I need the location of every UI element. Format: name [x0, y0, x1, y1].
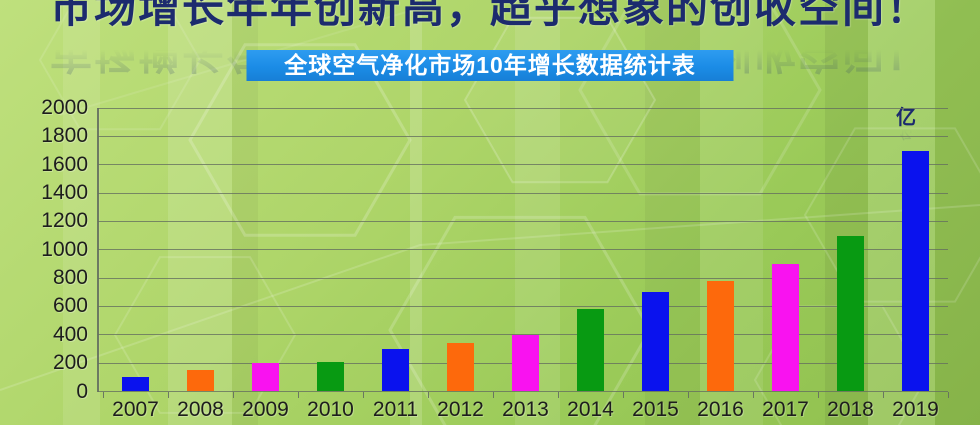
x-axis-tick-1: [168, 391, 169, 398]
x-axis-label-2018: 2018: [827, 398, 874, 421]
bar-2016: [707, 280, 734, 392]
bar-2014: [577, 309, 604, 392]
x-axis-tick-9: [688, 391, 689, 398]
x-axis-label-2008: 2008: [177, 398, 224, 421]
headline-text: 市场增长年年创新高，超乎想象的创收空间！: [49, 0, 930, 31]
x-axis-label-2007: 2007: [112, 398, 159, 421]
y-axis-label-1400: 1400: [41, 181, 88, 205]
x-axis-label-2019: 2019: [892, 398, 939, 421]
y-axis-label-1200: 1200: [41, 209, 88, 233]
x-axis-label-2012: 2012: [437, 398, 484, 421]
x-axis-label-2014: 2014: [567, 398, 614, 421]
x-axis-tick-12: [883, 391, 884, 398]
chart-banner: 全球空气净化市场10年增长数据统计表: [246, 50, 734, 81]
x-axis-label-2009: 2009: [242, 398, 289, 421]
y-axis-label-2000: 2000: [41, 96, 88, 119]
x-axis-label-2017: 2017: [762, 398, 809, 421]
x-axis-tick-3: [298, 391, 299, 398]
headline: 市场增长年年创新高，超乎想象的创收空间！ 市场增长年年创新高，超乎想象的创收空间…: [0, 0, 980, 76]
y-axis-label-1000: 1000: [41, 237, 88, 261]
y-axis-label-0: 0: [76, 379, 88, 403]
x-axis-tick-11: [818, 391, 819, 398]
x-axis-tick-7: [558, 391, 559, 398]
gridline-1200: [98, 220, 948, 222]
gridline-0: [98, 391, 948, 392]
x-axis-tick-2: [233, 391, 234, 398]
bar-2012: [447, 343, 474, 392]
x-axis-label-2016: 2016: [697, 398, 744, 421]
x-axis-label-2013: 2013: [502, 398, 549, 421]
x-axis-tick-10: [753, 391, 754, 398]
x-axis-label-2011: 2011: [372, 398, 419, 421]
bar-2019: [902, 150, 929, 392]
unit-text: 亿: [896, 107, 916, 129]
gridline-200: [98, 362, 948, 364]
x-axis-tick-0: [103, 391, 104, 398]
x-axis-tick-4: [363, 391, 364, 398]
x-axis-tick-6: [493, 391, 494, 398]
gridline-1400: [98, 192, 948, 194]
bar-2007: [122, 377, 149, 392]
bar-2015: [642, 292, 669, 392]
y-axis-label-200: 200: [52, 351, 88, 375]
unit-reflection: 亿: [899, 127, 912, 141]
unit-label: 亿 亿: [874, 107, 938, 145]
bar-2011: [382, 348, 409, 392]
x-axis-tick-8: [623, 391, 624, 398]
gridline-1000: [98, 249, 948, 251]
bar-2018: [837, 235, 864, 392]
x-axis-label-2015: 2015: [632, 398, 679, 421]
bar-2009: [252, 363, 279, 392]
gridline-600: [98, 305, 948, 307]
x-axis-label-2010: 2010: [307, 398, 354, 421]
x-axis-tick-end: [948, 391, 949, 398]
y-axis-label-800: 800: [52, 266, 88, 290]
y-axis-label-400: 400: [52, 322, 88, 346]
y-axis-line: [97, 108, 99, 392]
bar-2013: [512, 334, 539, 392]
bar-2017: [772, 263, 799, 392]
y-axis-label-1600: 1600: [41, 152, 88, 176]
gridline-800: [98, 277, 948, 279]
bar-2010: [317, 361, 344, 392]
gridline-400: [98, 334, 948, 336]
x-axis-tick-5: [428, 391, 429, 398]
gridline-1800: [98, 135, 948, 137]
y-axis-label-600: 600: [52, 294, 88, 318]
y-axis-label-1800: 1800: [41, 124, 88, 148]
gridline-2000: [98, 107, 948, 109]
gridline-1600: [98, 164, 948, 166]
bar-2008: [187, 370, 214, 392]
